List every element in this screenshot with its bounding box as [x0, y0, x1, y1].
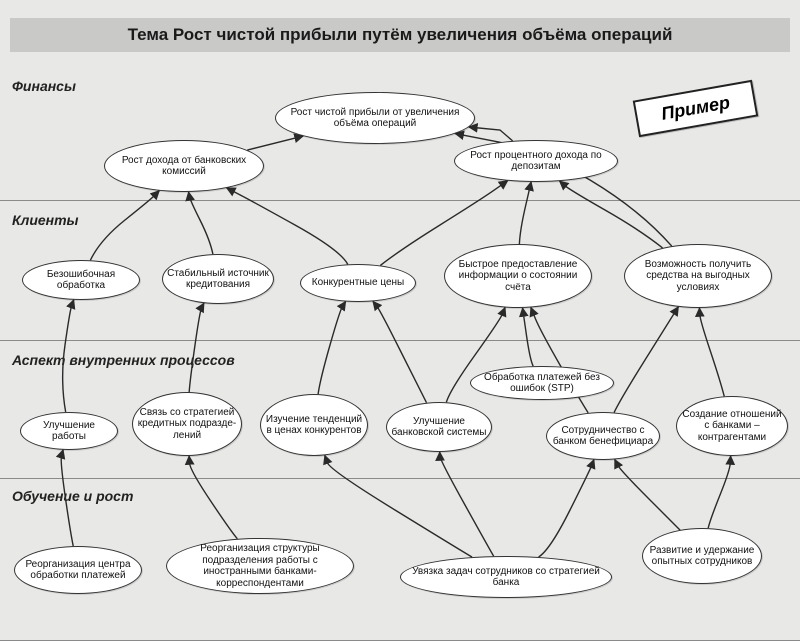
node-n_devel: Развитие и удержание опытных сотрудников	[642, 528, 762, 584]
edge	[523, 308, 534, 366]
title-text: Тема Рост чистой прибыли путём увеличени…	[128, 25, 673, 44]
edge	[247, 136, 303, 150]
edge	[373, 301, 427, 402]
edge	[708, 456, 730, 528]
edge	[318, 302, 346, 395]
edge	[325, 455, 472, 557]
edge	[469, 127, 513, 141]
section-rule	[0, 200, 800, 201]
edge	[189, 192, 213, 254]
example-label: Пример	[660, 92, 732, 124]
edge	[614, 307, 678, 413]
node-n_improve: Улучшение работы	[20, 412, 118, 450]
edge	[615, 459, 680, 529]
edge	[189, 303, 204, 392]
section-rule	[0, 340, 800, 341]
node-n_price: Конкурентные цены	[300, 264, 416, 302]
section-label: Финансы	[12, 78, 76, 94]
section-label: Обучение и рост	[12, 488, 133, 504]
section-label: Клиенты	[12, 212, 79, 228]
edge	[90, 191, 159, 261]
node-n_reorg1: Реорганизация центра обработки платежей	[14, 546, 142, 594]
node-n_reorg2: Реорганизация структуры подразделения ра…	[166, 538, 354, 594]
node-n_link: Связь со стратегией кредитных подразде- …	[132, 392, 242, 456]
node-n_relat: Создание отношений с банками – контраген…	[676, 396, 788, 456]
node-n_funds: Возможность получить средства на выгодны…	[624, 244, 772, 308]
edge	[519, 182, 531, 244]
section-rule	[0, 478, 800, 479]
section-label: Аспект внутренних процессов	[12, 352, 235, 368]
diagram-page: Тема Рост чистой прибыли путём увеличени…	[0, 0, 800, 641]
example-badge: Пример	[633, 80, 759, 137]
node-n_bank: Улучшение банковской системы	[386, 402, 492, 452]
node-n_info: Быстрое предоставление информации о сост…	[444, 244, 592, 308]
edge	[699, 308, 724, 396]
edge	[189, 456, 237, 539]
node-n_commiss: Рост дохода от банковских комиссий	[104, 140, 264, 192]
edge	[560, 181, 663, 248]
node-n_profit: Рост чистой прибыли от увеличения объёма…	[275, 92, 475, 144]
edge	[539, 460, 594, 557]
node-n_interest: Рост процентного дохода по депозитам	[454, 140, 618, 182]
node-n_credit: Стабильный источник кредитования	[162, 254, 274, 304]
node-n_trend: Изучение тенденций в ценах конкурентов	[260, 394, 368, 456]
edge	[440, 452, 494, 556]
title-bar: Тема Рост чистой прибыли путём увеличени…	[10, 18, 790, 52]
node-n_err: Безошибочная обработка	[22, 260, 140, 300]
node-n_align: Увязка задач сотрудников со стратегией б…	[400, 556, 612, 598]
node-n_stp: Обработка платежей без ошибок (STP)	[470, 366, 614, 400]
node-n_benef: Сотрудничество с банком бенефициара	[546, 412, 660, 460]
